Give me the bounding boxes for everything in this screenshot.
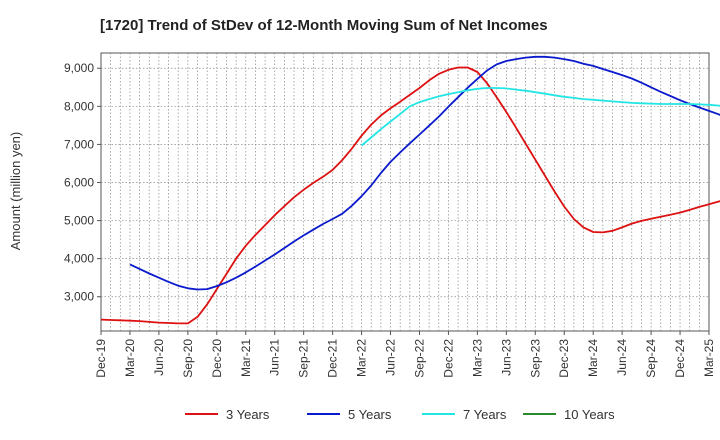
x-tick-label: Mar-21	[239, 339, 253, 377]
y-tick-label: 3,000	[64, 290, 94, 304]
x-tick-label: Dec-24	[673, 339, 687, 378]
x-tick-label: Sep-21	[297, 339, 311, 378]
legend-label-3-years: 3 Years	[226, 407, 270, 422]
x-tick-label: Sep-23	[528, 339, 542, 378]
chart-title: [1720] Trend of StDev of 12-Month Moving…	[100, 17, 548, 34]
x-tick-label: Mar-25	[702, 339, 716, 377]
x-tick-label: Dec-21	[326, 339, 340, 378]
legend-label-7-years: 7 Years	[463, 407, 507, 422]
legend-label-5-years: 5 Years	[348, 407, 392, 422]
y-tick-label: 6,000	[64, 175, 94, 189]
y-tick-label: 9,000	[64, 61, 94, 75]
y-axis: 3,000 4,000 5,000 6,000 7,000 8,000 9,000	[64, 61, 101, 304]
y-tick-label: 8,000	[64, 99, 94, 113]
x-tick-label: Mar-22	[355, 339, 369, 377]
x-tick-label: Jun-23	[499, 339, 513, 376]
x-tick-label: Dec-22	[441, 339, 455, 378]
series-line-3-years	[100, 66, 720, 325]
y-axis-title: Amount (million yen)	[8, 132, 23, 251]
x-tick-label: Dec-20	[210, 339, 224, 378]
x-tick-label: Sep-22	[412, 339, 426, 378]
x-tick-label: Jun-21	[268, 339, 282, 376]
x-tick-label: Jun-24	[615, 339, 629, 376]
x-tick-label: Mar-24	[586, 339, 600, 377]
x-tick-label: Mar-20	[123, 339, 137, 377]
y-tick-label: 7,000	[64, 137, 94, 151]
x-tick-label: Sep-24	[644, 339, 658, 378]
x-axis: Dec-19 Mar-20 Jun-20 Sep-20 Dec-20 Mar-21 Jun-…	[94, 331, 716, 378]
series-line-7-years	[361, 87, 720, 147]
series-layer	[100, 55, 720, 325]
x-tick-label: Sep-20	[181, 339, 195, 378]
y-tick-label: 5,000	[64, 214, 94, 228]
legend-label-10-years: 10 Years	[564, 407, 615, 422]
series-line-5-years	[129, 55, 720, 291]
x-tick-label: Jun-20	[152, 339, 166, 376]
x-tick-label: Jun-22	[384, 339, 398, 376]
y-tick-label: 4,000	[64, 252, 94, 266]
legend: 3 Years 5 Years 7 Years 10 Years	[185, 407, 615, 422]
x-tick-label: Mar-23	[470, 339, 484, 377]
x-tick-label: Dec-23	[557, 339, 571, 378]
x-tick-label: Dec-19	[94, 339, 108, 378]
